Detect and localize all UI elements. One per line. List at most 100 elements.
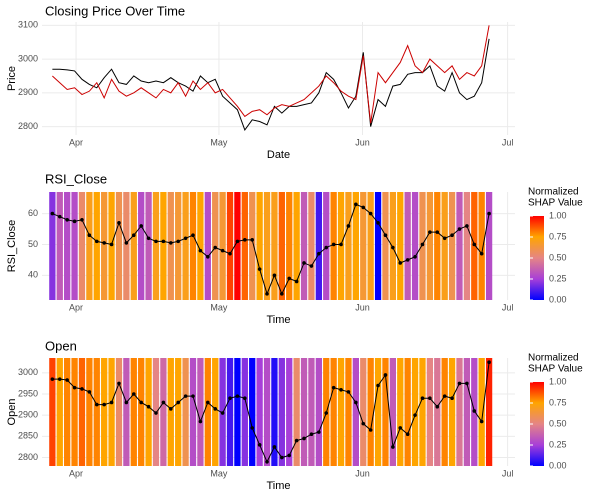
point: [428, 396, 432, 401]
colorbar-label: 0.00: [549, 460, 567, 470]
point: [161, 400, 166, 405]
shap-bar: [308, 192, 315, 300]
colorbar-label: 0.75: [549, 231, 567, 241]
shap-bar: [145, 192, 152, 300]
shap-bar: [485, 358, 493, 466]
point: [50, 211, 55, 216]
shap-bar: [263, 358, 271, 466]
point: [198, 248, 203, 253]
shap-bar: [374, 192, 382, 300]
point: [294, 279, 299, 284]
shap-bar: [463, 192, 471, 300]
colorbar: [530, 382, 544, 466]
point: [154, 239, 158, 244]
point: [109, 242, 114, 247]
point: [228, 251, 232, 256]
y-tick-label: 3000: [18, 53, 38, 63]
point: [368, 211, 373, 216]
point: [220, 248, 225, 253]
point: [154, 411, 158, 415]
point: [346, 390, 351, 394]
point: [50, 377, 55, 381]
point: [442, 236, 447, 241]
point: [413, 413, 417, 417]
shap-bar: [78, 358, 86, 466]
point: [139, 224, 143, 228]
shap-bar: [64, 192, 71, 300]
point: [361, 421, 366, 426]
shap-bar: [49, 192, 56, 300]
shap-bar: [456, 192, 463, 300]
point: [176, 239, 181, 244]
point: [457, 381, 462, 386]
shap-bar: [197, 358, 204, 466]
x-tick-label: May: [210, 302, 228, 312]
point: [280, 292, 284, 296]
point: [302, 261, 306, 265]
shap-bar: [345, 192, 352, 300]
shap-bar: [123, 192, 130, 300]
point: [117, 381, 121, 386]
point: [309, 264, 314, 268]
point: [235, 239, 240, 244]
shap-bar: [78, 192, 86, 300]
y-tick-label: 2900: [18, 87, 38, 97]
shap-bar: [86, 192, 93, 300]
shap-bar: [167, 192, 174, 300]
point: [94, 402, 99, 407]
shap-bar: [293, 192, 300, 300]
point: [176, 400, 181, 405]
x-tick-label: Jun: [355, 302, 370, 312]
point: [398, 261, 403, 265]
point: [354, 202, 358, 207]
point: [80, 217, 84, 222]
point: [442, 394, 447, 398]
point: [183, 236, 188, 241]
shap-bar: [145, 358, 152, 466]
point: [331, 242, 336, 247]
point: [376, 221, 380, 225]
point: [272, 445, 277, 449]
shap-bar: [64, 358, 71, 466]
point: [339, 387, 343, 392]
point: [131, 233, 136, 237]
point: [339, 242, 343, 247]
shap-bar: [204, 358, 211, 466]
colorbar-label: 1.00: [549, 210, 567, 220]
y-tick-label: 2800: [18, 121, 38, 131]
shap-bar: [478, 358, 485, 466]
point: [243, 396, 247, 401]
point: [354, 400, 358, 405]
shap-bar: [448, 358, 456, 466]
chart-title: RSI_Close: [45, 171, 107, 186]
point: [287, 276, 292, 281]
shap-bar: [397, 358, 404, 466]
line: [52, 25, 490, 124]
point: [72, 385, 77, 390]
x-tick-label: Apr: [69, 302, 83, 312]
legend-title: SHAP Value: [528, 198, 583, 209]
shap-bar: [434, 192, 441, 300]
legend-title: Normalized: [528, 187, 579, 198]
shap-bar: [234, 358, 241, 466]
point: [472, 242, 477, 247]
point: [65, 378, 69, 382]
y-tick-label: 60: [28, 208, 38, 218]
shap-bar: [189, 192, 197, 300]
point: [183, 394, 188, 398]
shap-bar: [352, 192, 359, 300]
shap-bar: [463, 358, 471, 466]
point: [250, 426, 255, 430]
shap-bar: [175, 192, 182, 300]
point: [161, 239, 166, 244]
shap-bar: [426, 192, 434, 300]
shap-bar: [204, 192, 211, 300]
shap-bar: [182, 358, 189, 466]
colorbar-label: 0.00: [549, 294, 567, 304]
point: [487, 211, 491, 216]
y-axis-label: Price: [6, 66, 18, 91]
shap-bar: [138, 358, 145, 466]
shap-bar: [160, 358, 167, 466]
point: [102, 402, 106, 407]
legend-title: Normalized: [528, 353, 579, 364]
